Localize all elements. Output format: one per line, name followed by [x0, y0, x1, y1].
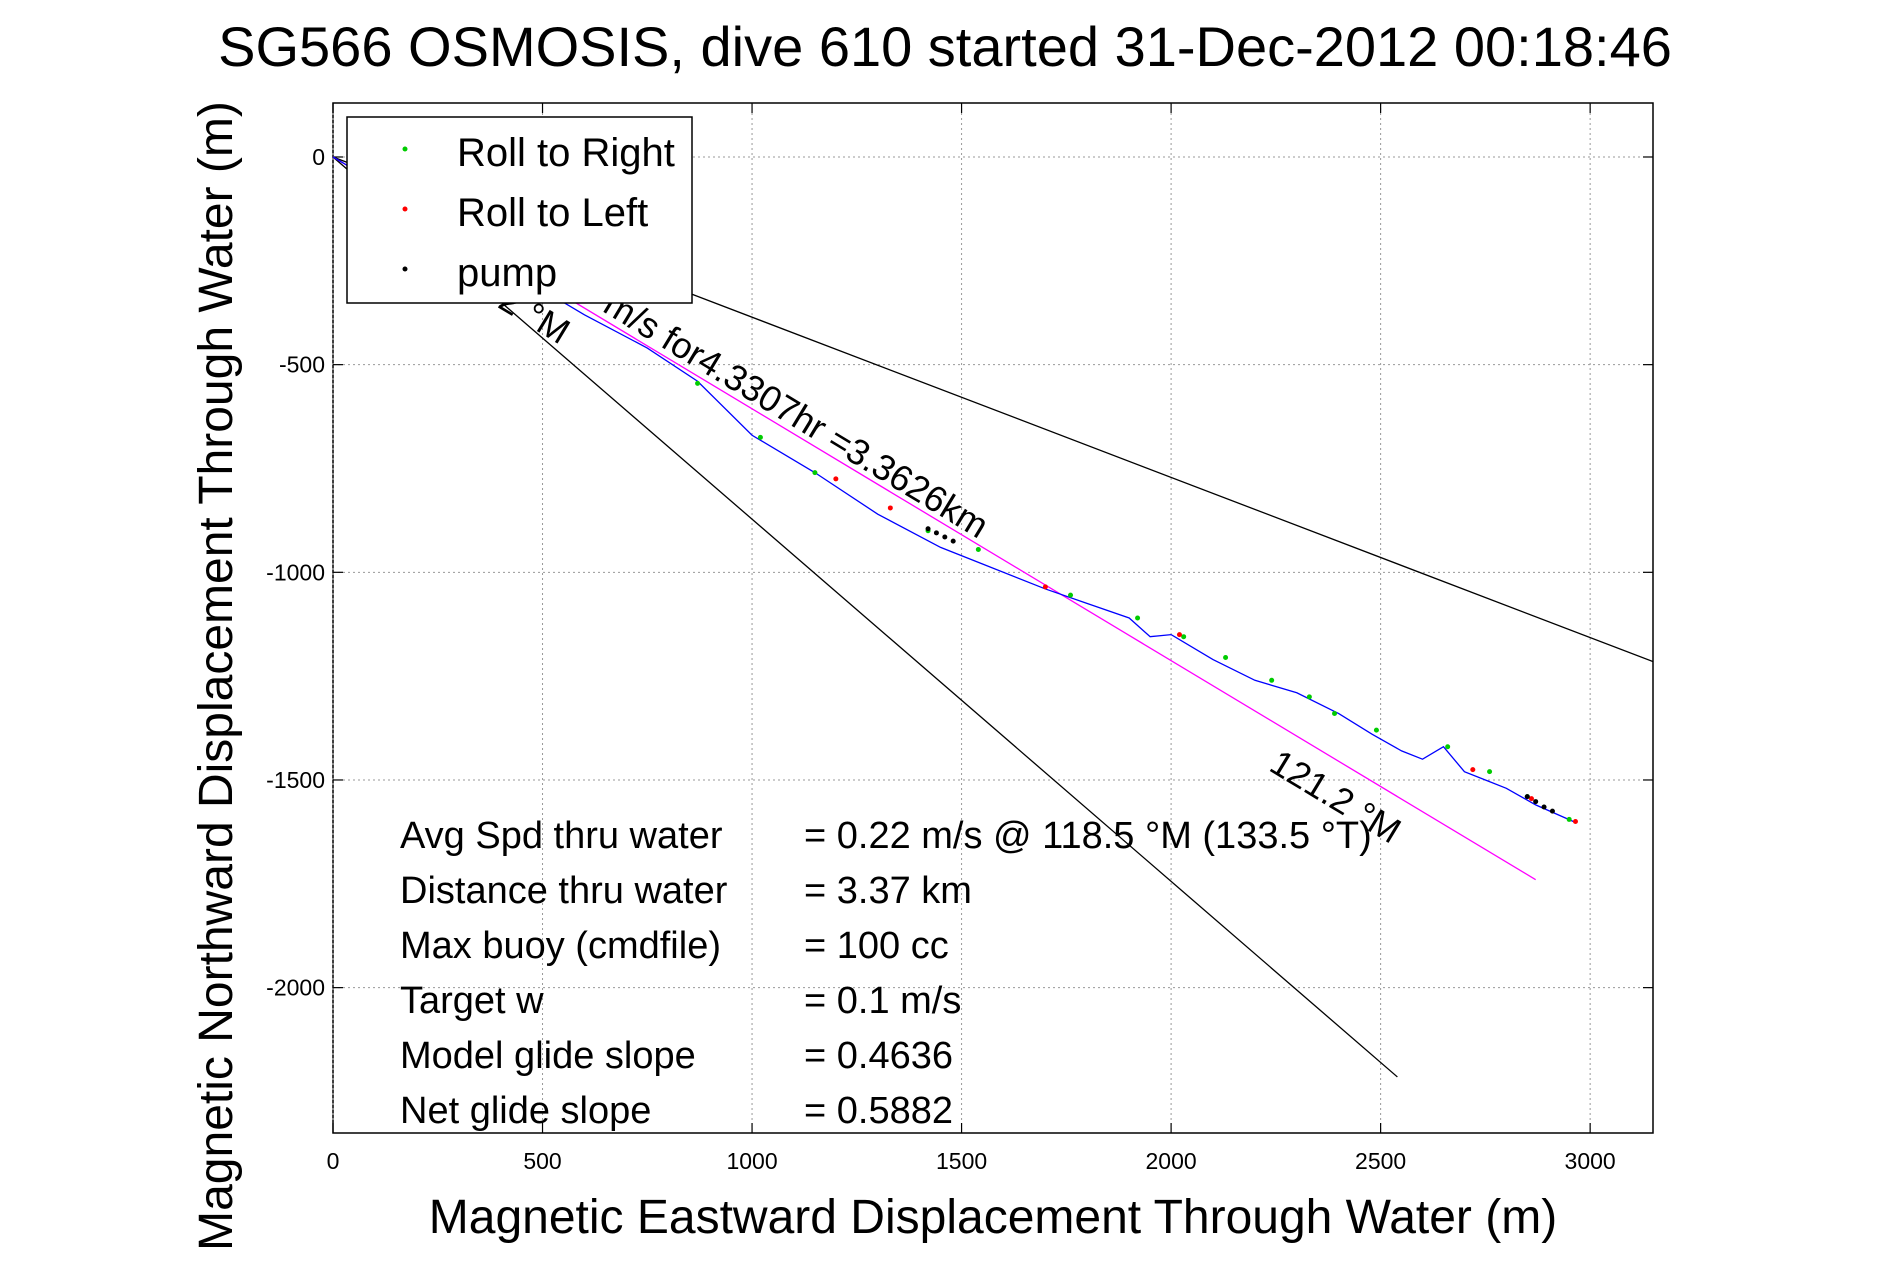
legend: Roll to Right Roll to Left pump	[346, 116, 693, 304]
heading-line-lower	[332, 156, 1398, 1078]
legend-marker	[402, 266, 408, 272]
marker-layer	[695, 380, 1578, 825]
roll-right-point	[695, 380, 701, 386]
roll-left-point	[1528, 796, 1534, 802]
legend-label: Roll to Right	[457, 131, 675, 175]
roll-right-point	[1487, 769, 1493, 775]
x-tick-label: 0	[327, 1148, 340, 1174]
stats-label: Avg Spd thru water	[400, 815, 723, 857]
stats-value: = 0.1 m/s	[804, 980, 961, 1022]
legend-marker	[402, 146, 408, 152]
stats-label: Max buoy (cmdfile)	[400, 925, 721, 967]
y-axis-title: Magnetic Northward Displacement Through …	[190, 101, 243, 1251]
roll-right-point	[1068, 592, 1074, 598]
x-tick-label: 2000	[1146, 1148, 1197, 1174]
stats-label: Target w	[400, 980, 544, 1022]
stats-value: = 3.37 km	[804, 870, 972, 912]
roll-left-point	[1042, 584, 1048, 590]
y-axis-ticks: 0 -500 -1000 -1500 -2000	[266, 144, 1653, 1001]
roll-right-point	[975, 546, 981, 552]
stats-value: = 100 cc	[804, 925, 949, 967]
stats-value: = 0.4636	[804, 1035, 953, 1077]
roll-right-point	[1332, 711, 1338, 717]
legend-label: pump	[457, 251, 557, 295]
roll-right-point	[757, 434, 763, 440]
stats-label: Net glide slope	[400, 1090, 651, 1132]
x-tick-label: 500	[523, 1148, 561, 1174]
pump-point	[1533, 799, 1539, 805]
roll-right-point	[1445, 744, 1451, 750]
pump-point	[1541, 804, 1547, 810]
roll-right-point	[1181, 634, 1187, 640]
roll-left-point	[1572, 819, 1578, 825]
y-tick-label: -500	[279, 352, 325, 378]
roll-right-point	[1223, 654, 1229, 660]
x-tick-label: 1000	[726, 1148, 777, 1174]
y-tick-label: -1000	[266, 559, 325, 585]
stats-label: Distance thru water	[400, 870, 728, 912]
track-layer	[332, 156, 1574, 823]
pump-point	[950, 538, 956, 544]
roll-right-point	[1269, 677, 1275, 683]
stats-label: Model glide slope	[400, 1035, 696, 1077]
x-tick-label: 3000	[1565, 1148, 1616, 1174]
plot-area: 0 500 1000 1500 2000 2500 3000 0 -500 -1000 -1500…	[266, 102, 1654, 1174]
y-tick-label: 0	[312, 144, 325, 170]
roll-right-point	[1566, 816, 1572, 822]
pump-point	[925, 526, 931, 532]
roll-right-point	[812, 470, 818, 476]
y-tick-label: -2000	[266, 975, 325, 1001]
x-tick-label: 2500	[1355, 1148, 1406, 1174]
roll-right-point	[1306, 694, 1312, 700]
stats-block: Avg Spd thru water = 0.22 m/s @ 118.5 °M …	[400, 815, 1372, 1132]
pump-point	[1549, 808, 1555, 814]
pump-point	[933, 530, 939, 536]
x-axis-ticks: 0 500 1000 1500 2000 2500 3000	[327, 103, 1616, 1174]
stats-value: = 0.5882	[804, 1090, 953, 1132]
roll-left-point	[1470, 767, 1476, 773]
roll-right-point	[1373, 727, 1379, 733]
roll-left-point	[1176, 632, 1182, 638]
pump-point	[942, 534, 948, 540]
chart-title: SG566 OSMOSIS, dive 610 started 31-Dec-2…	[218, 15, 1672, 78]
pump-point	[1524, 794, 1530, 800]
legend-label: Roll to Left	[457, 191, 648, 235]
roll-right-point	[1135, 615, 1141, 621]
stats-value: = 0.22 m/s @ 118.5 °M (133.5 °T)	[804, 815, 1372, 857]
glider-track-line	[332, 156, 1574, 823]
roll-left-point	[887, 505, 893, 511]
x-axis-title: Magnetic Eastward Displacement Through W…	[429, 1191, 1557, 1244]
legend-marker	[402, 206, 408, 212]
roll-left-point	[833, 476, 839, 482]
x-tick-label: 1500	[936, 1148, 987, 1174]
y-tick-label: -1500	[266, 767, 325, 793]
